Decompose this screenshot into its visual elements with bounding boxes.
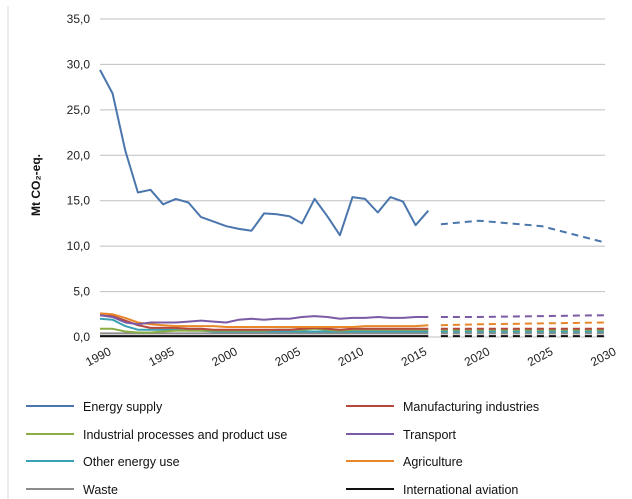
y-axis-ticks: 0,0 5,0 10,0 15,0 20,0 25,0 30,0 35,0	[67, 12, 91, 344]
series-projection-line	[440, 219, 606, 244]
y-tick-label: 20,0	[67, 148, 91, 162]
legend-item: Agriculture	[346, 455, 463, 469]
series-3	[99, 314, 606, 326]
y-tick-label: 5,0	[73, 285, 90, 299]
x-tick-label: 2005	[273, 344, 303, 369]
legend-item: Waste	[26, 483, 118, 497]
series-5	[99, 312, 606, 328]
legend-item: Manufacturing industries	[346, 400, 539, 414]
legend-item: Transport	[346, 428, 457, 442]
series-0	[99, 69, 606, 244]
x-tick-label: 1995	[146, 344, 176, 369]
x-axis-ticks: 1990 1995 2000 2005 2010 2015 2020 2025 2030	[83, 344, 618, 369]
series-line	[99, 314, 429, 326]
x-tick-label: 2000	[210, 344, 240, 369]
x-tick-label: 1990	[83, 344, 113, 369]
legend-label: Waste	[83, 483, 118, 497]
series-lines	[99, 69, 606, 338]
x-tick-label: 2025	[525, 344, 555, 369]
x-tick-label: 2010	[336, 344, 366, 369]
legend-item: Other energy use	[26, 455, 180, 469]
x-tick-label: 2015	[399, 344, 429, 369]
series-line	[99, 312, 429, 328]
y-tick-label: 30,0	[67, 57, 91, 71]
y-tick-label: 10,0	[67, 239, 91, 253]
gridlines	[100, 18, 605, 293]
x-tick-label: 2030	[588, 344, 618, 369]
legend-label: Agriculture	[403, 455, 463, 469]
y-tick-label: 35,0	[67, 12, 91, 26]
y-tick-label: 15,0	[67, 194, 91, 208]
legend-item: International aviation	[346, 483, 518, 497]
series-line	[99, 69, 430, 237]
legend-item: Industrial processes and product use	[26, 428, 287, 442]
legend-label: International aviation	[403, 483, 518, 497]
legend-label: Industrial processes and product use	[83, 428, 287, 442]
legend-item: Energy supply	[26, 400, 163, 414]
legend-label: Other energy use	[83, 455, 180, 469]
series-projection-line	[440, 321, 606, 327]
series-1	[99, 314, 605, 331]
series-projection-line	[440, 314, 606, 318]
legend: Energy supply Manufacturing industries Ind…	[26, 400, 539, 497]
legend-label: Energy supply	[83, 400, 163, 414]
y-tick-label: 25,0	[67, 103, 91, 117]
series-line	[99, 314, 429, 331]
x-tick-label: 2020	[462, 344, 492, 369]
y-tick-label: 0,0	[73, 330, 90, 344]
legend-label: Transport	[403, 428, 457, 442]
legend-label: Manufacturing industries	[403, 400, 539, 414]
y-axis-title: Mt CO₂-eq.	[29, 154, 43, 216]
